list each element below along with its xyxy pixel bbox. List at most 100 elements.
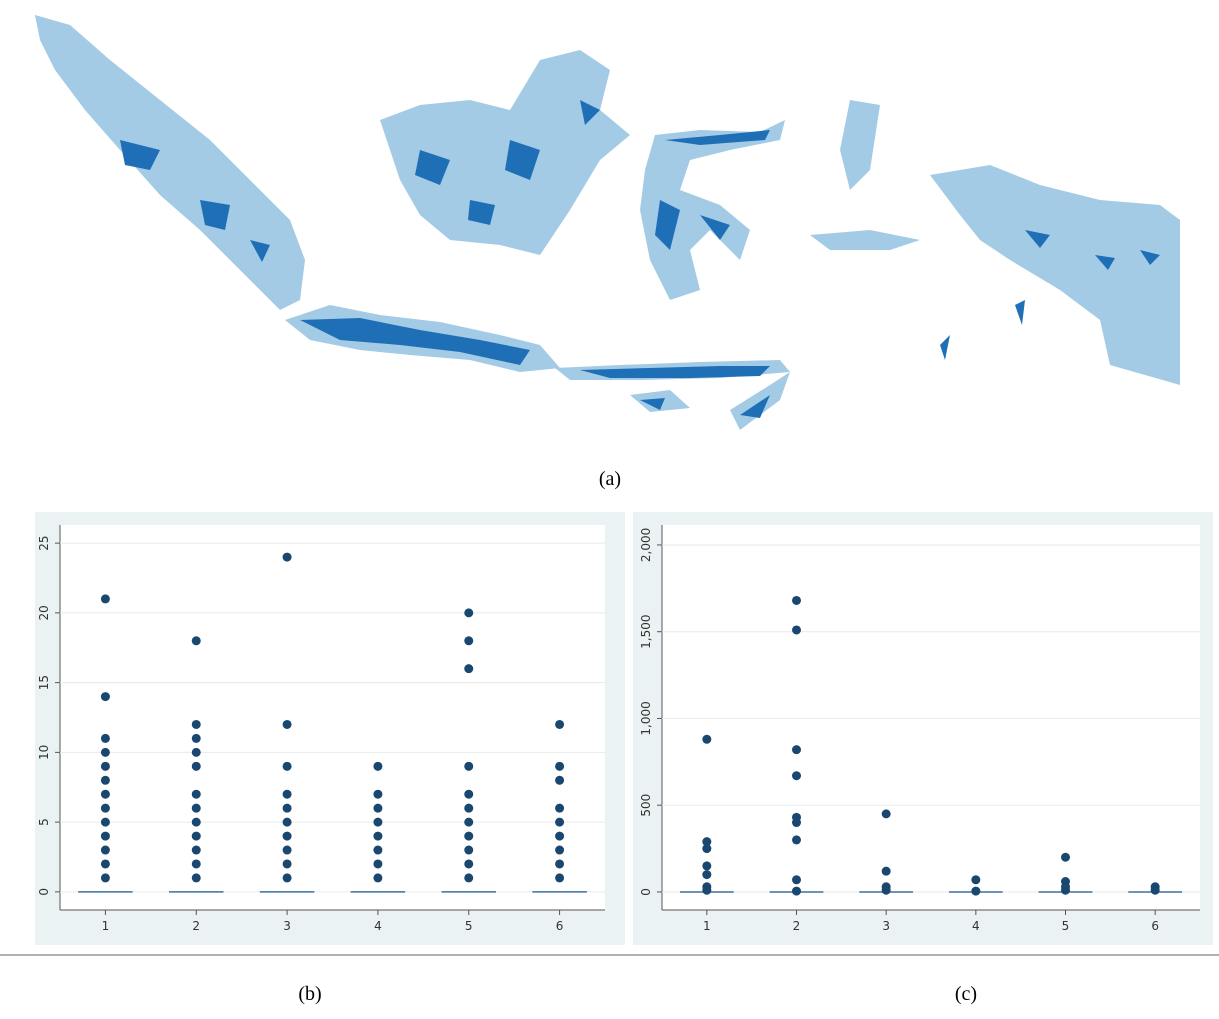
outlier [100,594,110,604]
region [415,100,600,225]
map [35,15,1180,430]
outlier [464,608,474,618]
outlier [282,845,292,855]
outlier [792,625,801,635]
outlier [282,859,292,869]
outlier [373,761,383,771]
caption: (b) [298,983,321,1005]
x-tick-label: 5 [1062,919,1070,933]
x-tick-label: 2 [793,919,801,933]
outlier [702,844,712,854]
outlier [373,789,383,799]
outlier [702,861,712,871]
outlier [191,733,201,743]
outlier [464,664,474,674]
map-regions [120,100,1160,418]
outlier [282,831,292,841]
outlier [191,719,201,729]
outlier [792,745,801,755]
outlier [702,734,712,744]
plot-area [662,525,1200,910]
outlier [1150,882,1160,892]
outlier [464,845,474,855]
y-tick-label: 500 [639,794,653,817]
outlier [792,812,801,822]
outlier [100,775,110,785]
outlier [191,747,201,757]
outlier [464,789,474,799]
outlier [191,817,201,827]
outlier [191,789,201,799]
outlier [881,809,891,819]
outlier [100,803,110,813]
outlier [555,845,565,855]
x-tick-label: 5 [465,919,473,933]
outlier [555,775,565,785]
outlier [100,761,110,771]
outlier [555,873,565,883]
outlier [373,817,383,827]
y-tick-label: 25 [37,535,51,550]
outlier [464,817,474,827]
outlier [373,845,383,855]
outlier [191,831,201,841]
outlier [792,886,801,896]
borneo [380,50,630,255]
x-tick-label: 1 [703,919,711,933]
region [300,318,530,365]
outlier [464,636,474,646]
outlier [191,845,201,855]
outlier [373,873,383,883]
outlier [191,636,201,646]
x-tick-label: 6 [556,919,564,933]
outlier [702,882,712,892]
outlier [971,875,981,885]
outlier [464,803,474,813]
outlier [702,870,712,880]
outlier [555,803,565,813]
x-tick-label: 3 [882,919,890,933]
outlier [702,837,712,847]
outlier [792,875,801,885]
outlier [100,692,110,702]
outlier [373,859,383,869]
outlier [282,873,292,883]
x-tick-label: 3 [283,919,291,933]
outlier [1061,877,1070,887]
caption: (c) [955,983,977,1005]
outlier [971,886,981,896]
sulawesi [640,120,785,300]
outlier [282,789,292,799]
outlier [191,761,201,771]
outlier [191,859,201,869]
outlier [1061,852,1070,862]
outlier [555,761,565,771]
outlier [881,882,891,892]
outlier [282,761,292,771]
outlier [464,761,474,771]
outlier [555,859,565,869]
x-tick-label: 4 [972,919,980,933]
region [655,130,770,250]
outlier [792,595,801,605]
outlier [282,817,292,827]
y-tick-label: 15 [37,675,51,690]
outlier [282,719,292,729]
y-tick-label: 0 [37,888,51,896]
y-tick-label: 10 [37,745,51,760]
outlier [792,771,801,781]
outlier [100,873,110,883]
x-tick-label: 4 [374,919,382,933]
outlier [464,831,474,841]
x-tick-label: 6 [1151,919,1159,933]
outlier [282,552,292,562]
maluku [810,100,920,250]
papua [930,165,1180,385]
region [120,140,270,262]
outlier [282,803,292,813]
outlier [464,873,474,883]
x-tick-label: 2 [192,919,200,933]
outlier [100,831,110,841]
outlier [100,845,110,855]
outlier [191,803,201,813]
